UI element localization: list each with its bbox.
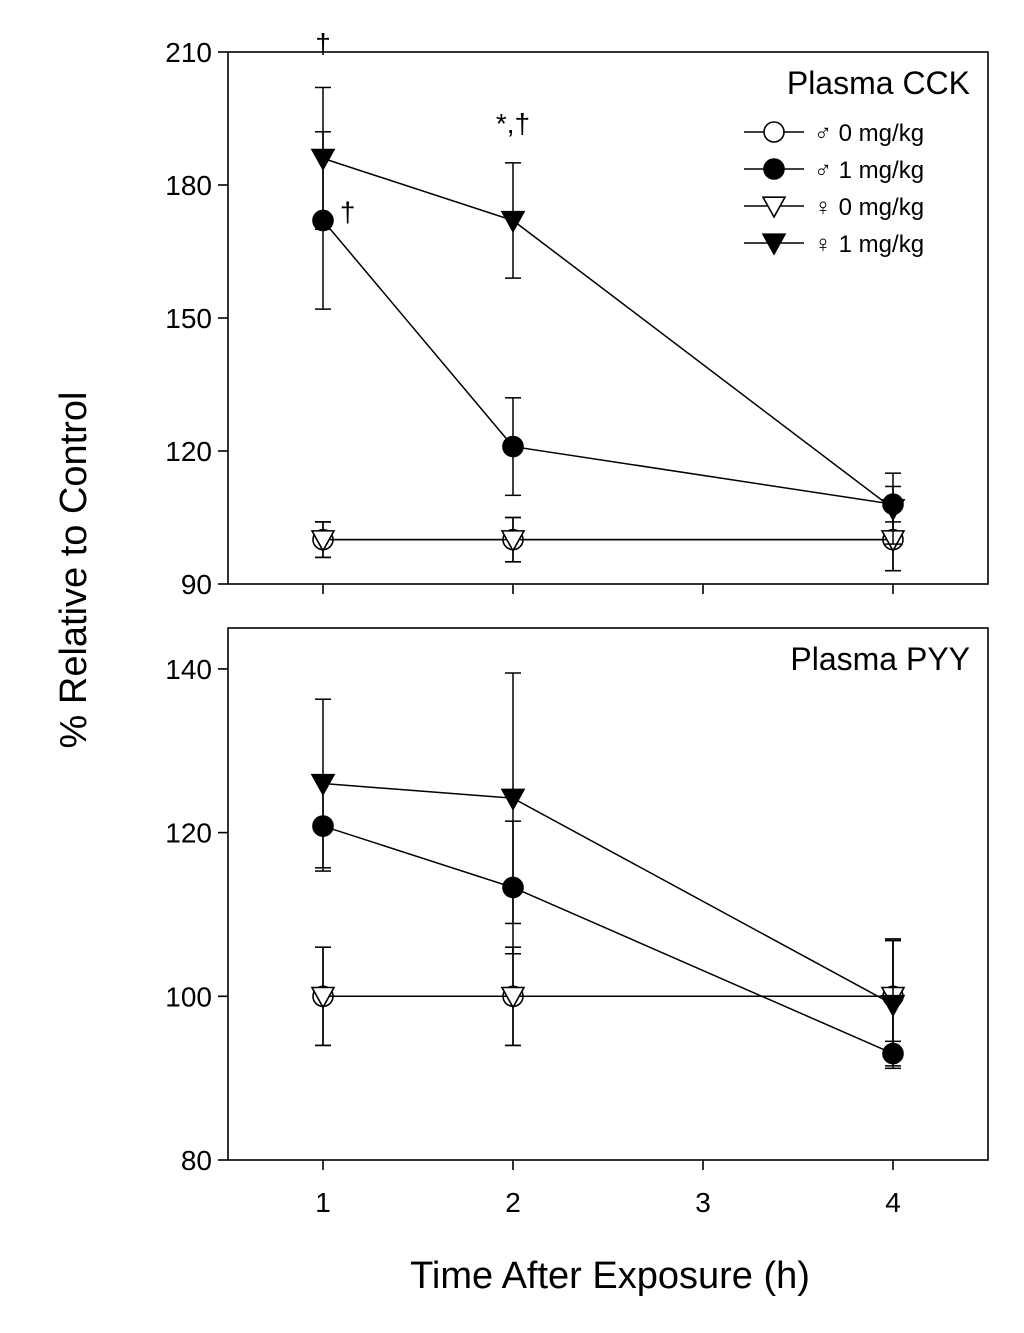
data-point bbox=[310, 773, 336, 797]
legend-marker bbox=[763, 121, 785, 143]
legend-item: ♀ 1 mg/kg bbox=[744, 231, 924, 258]
legend-marker bbox=[761, 233, 787, 256]
legend-label: ♂ 0 mg/kg bbox=[814, 120, 924, 147]
data-point bbox=[500, 788, 526, 811]
series-line bbox=[322, 825, 894, 1055]
series-circle-filled bbox=[312, 131, 904, 523]
plot-frame bbox=[227, 627, 989, 1161]
y-tick-label: 140 bbox=[165, 654, 212, 685]
data-point bbox=[502, 435, 524, 458]
y-tick-label: 80 bbox=[181, 1145, 212, 1176]
x-tick-label: 4 bbox=[885, 1187, 901, 1218]
series-circle-filled bbox=[312, 780, 904, 1067]
y-axis-title: % Relative to Control bbox=[53, 392, 95, 749]
y-tick-label: 90 bbox=[181, 569, 212, 600]
series-line bbox=[322, 782, 894, 1006]
series-line bbox=[322, 219, 894, 505]
x-tick-label: 2 bbox=[505, 1187, 521, 1218]
series-triangle-down-open bbox=[310, 938, 906, 1055]
y-tick-label: 120 bbox=[165, 818, 212, 849]
legend: ♂ 0 mg/kg ♂ 1 mg/kg ♀ 0 mg/kg ♀ 1 mg/kg bbox=[744, 120, 924, 258]
legend-label: ♂ 1 mg/kg bbox=[814, 157, 924, 184]
series-triangle-down-open bbox=[310, 507, 906, 572]
x-tick-label: 1 bbox=[315, 1187, 331, 1218]
data-point bbox=[880, 994, 906, 1018]
panel-title: Plasma CCK bbox=[787, 65, 970, 101]
y-tick-label: 180 bbox=[165, 170, 212, 201]
legend-marker bbox=[761, 196, 787, 219]
x-axis-title: Time After Exposure (h) bbox=[410, 1255, 810, 1297]
series-triangle-down-filled bbox=[310, 672, 906, 1070]
series-line bbox=[322, 157, 894, 510]
chart-panel-2: 80 100 120 140 1 2 3 4 Plasma PYY bbox=[165, 627, 989, 1218]
legend-item: ♂ 1 mg/kg bbox=[744, 157, 924, 184]
significance-annotation: *,† bbox=[496, 108, 530, 139]
series-triangle-down-filled bbox=[310, 86, 906, 545]
legend-label: ♀ 0 mg/kg bbox=[814, 194, 924, 221]
legend-item: ♂ 0 mg/kg bbox=[744, 120, 924, 147]
data-point bbox=[310, 148, 336, 172]
data-point bbox=[500, 210, 526, 234]
legend-marker bbox=[763, 158, 785, 180]
y-tick-label: 210 bbox=[165, 37, 212, 68]
y-tick-label: 100 bbox=[165, 981, 212, 1012]
significance-annotation: † bbox=[340, 197, 356, 228]
data-point bbox=[500, 530, 526, 553]
y-tick-label: 150 bbox=[165, 303, 212, 334]
data-point bbox=[310, 986, 336, 1009]
legend-label: ♀ 1 mg/kg bbox=[814, 231, 924, 258]
x-tick-label: 3 bbox=[695, 1187, 711, 1218]
panel-title: Plasma PYY bbox=[790, 641, 970, 677]
y-tick-label: 120 bbox=[165, 436, 212, 467]
legend-item: ♀ 0 mg/kg bbox=[744, 194, 924, 221]
data-point bbox=[310, 530, 336, 553]
data-point bbox=[500, 986, 526, 1009]
data-point bbox=[880, 499, 906, 522]
significance-annotation: † bbox=[315, 28, 331, 59]
